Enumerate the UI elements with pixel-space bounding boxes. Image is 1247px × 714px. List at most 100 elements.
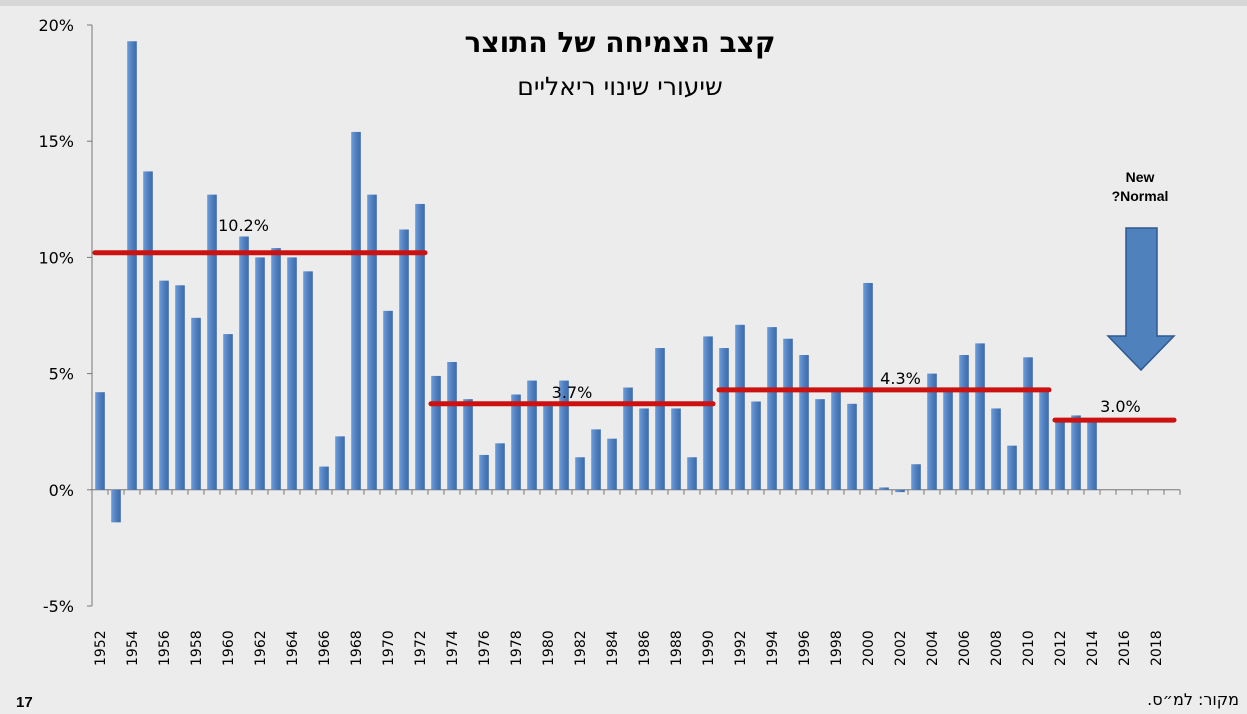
x-tick-label: 2012 [1053,630,1069,666]
bar [671,408,681,490]
bar [879,487,889,490]
bar [991,408,1001,490]
x-tick-label: 1996 [797,630,813,666]
bar [575,457,585,490]
x-tick-label: 1958 [189,630,205,666]
x-tick-label: 1972 [413,630,429,666]
bar [687,457,697,490]
y-tick-label: 20% [38,16,74,35]
bar [959,355,969,490]
x-tick-label: 1986 [637,630,653,666]
bar [335,436,345,490]
average-label: 10.2% [218,216,269,235]
bar [847,403,857,490]
bar [783,338,793,490]
y-tick-label: 10% [38,248,74,267]
x-tick-label: 1954 [125,630,141,666]
new-normal-line2: ?Normal [1111,188,1169,204]
bar [1071,415,1081,490]
bar [191,317,201,490]
x-tick-label: 1992 [733,630,749,666]
bar [591,429,601,490]
bar [639,408,649,490]
bar [431,375,441,490]
bar [239,236,249,490]
bar [831,389,841,490]
bar [927,373,937,490]
y-tick-label: 5% [49,365,74,384]
chart-title: קצב הצמיחה של התוצר [464,26,776,59]
x-tick-label: 2016 [1117,630,1133,666]
y-tick-label: 15% [38,132,74,151]
x-tick-label: 1960 [221,630,237,666]
down-arrow-icon [1106,227,1176,372]
bar [911,464,921,490]
x-tick-label: 1984 [605,630,621,666]
new-normal-annotation: New ?Normal [1090,168,1190,206]
x-tick-label: 1976 [477,630,493,666]
bar [143,171,153,490]
new-normal-line1: New [1125,169,1155,185]
source-note: מקור: למ״ס. [1147,690,1239,709]
bar [975,343,985,490]
bar [799,355,809,490]
bar [543,406,553,490]
x-tick-label: 1968 [349,630,365,666]
bar [399,229,409,490]
x-tick-label: 2010 [1021,630,1037,666]
bar [495,443,505,490]
x-tick-label: 2000 [861,630,877,666]
bar [207,194,217,490]
x-tick-label: 2002 [893,630,909,666]
bar [383,310,393,490]
slide-number: 17 [16,694,33,711]
bar [863,282,873,490]
bar [319,466,329,490]
x-tick-label: 1988 [669,630,685,666]
bar [367,194,377,490]
x-tick-label: 2014 [1085,630,1101,666]
bar [415,203,425,490]
bar [607,438,617,490]
x-tick-label: 1990 [701,630,717,666]
bar [463,399,473,490]
bar [815,399,825,490]
y-tick-label: -5% [43,597,74,616]
x-tick-label: 1952 [93,630,109,666]
bar [751,401,761,490]
bar [1039,392,1049,490]
x-tick-label: 2006 [957,630,973,666]
bar [351,131,361,490]
bar [95,392,105,490]
bar [175,285,185,490]
bar [895,489,905,493]
x-tick-label: 1994 [765,630,781,666]
y-tick-label: 0% [49,481,74,500]
x-tick-label: 1956 [157,630,173,666]
bar [287,257,297,490]
x-tick-label: 2018 [1149,630,1165,666]
bar [271,248,281,490]
x-tick-label: 1978 [509,630,525,666]
bar [655,348,665,490]
bar [127,41,137,490]
bar [767,327,777,490]
x-tick-label: 1982 [573,630,589,666]
x-tick-label: 1980 [541,630,557,666]
bar [1007,445,1017,490]
bar [559,380,569,490]
bar [159,280,169,490]
x-tick-label: 1974 [445,630,461,666]
bar [1055,420,1065,490]
average-label: 3.0% [1100,397,1141,416]
chart-subtitle: שיעורי שינוי ריאליים [517,72,723,101]
bar [303,271,313,490]
bar [1023,357,1033,490]
x-tick-label: 1964 [285,630,301,666]
bar [735,324,745,490]
average-label: 3.7% [552,383,593,402]
bar [623,387,633,490]
x-tick-label: 1998 [829,630,845,666]
top-bar [0,0,1247,6]
